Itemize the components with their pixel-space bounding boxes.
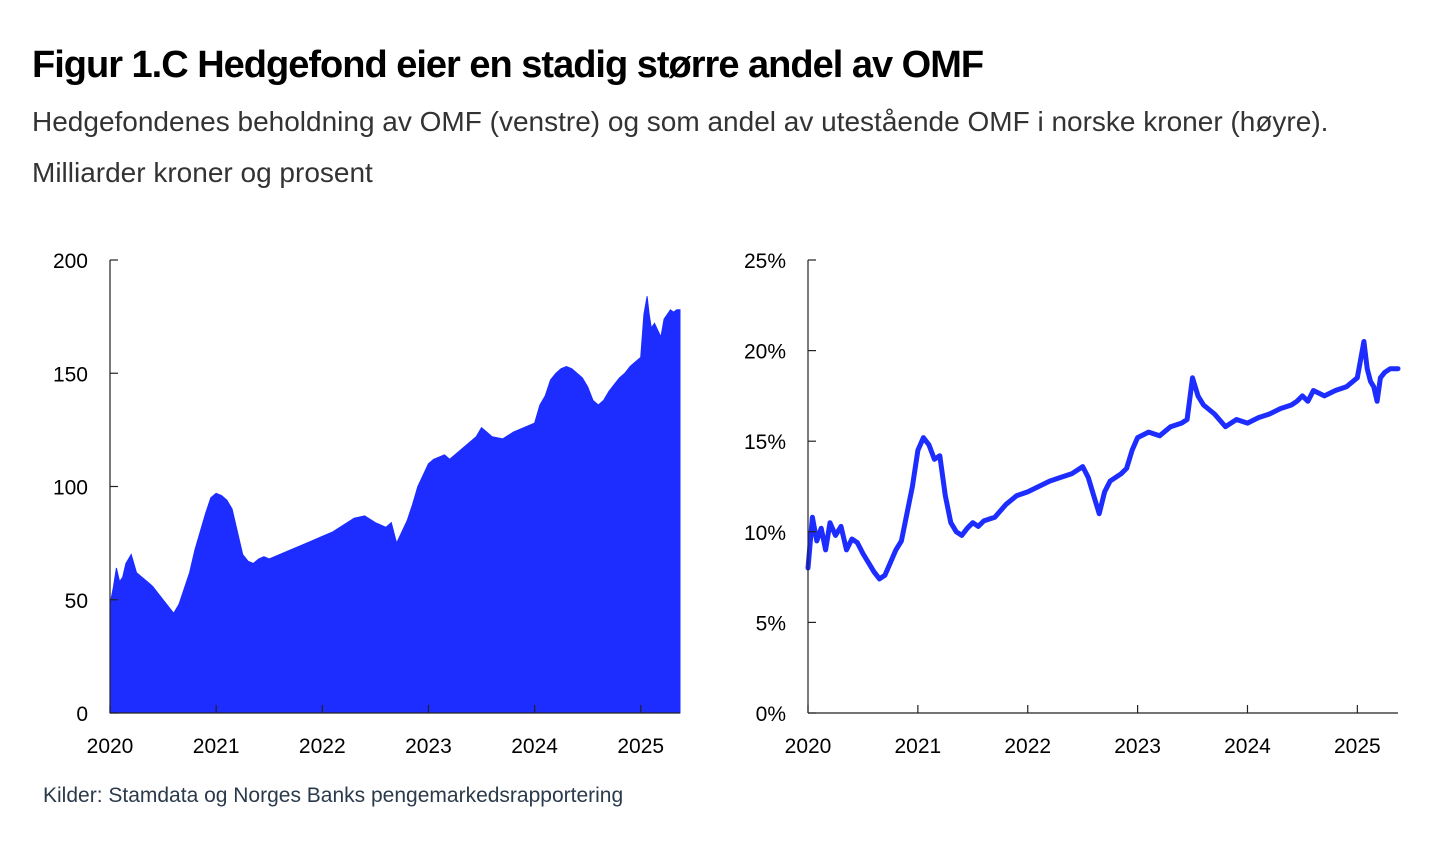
x-tick-label: 2021 [895,735,942,758]
x-tick-label: 2023 [405,735,452,758]
y-tick-label: 15% [744,431,786,454]
x-tick-label: 2022 [299,735,346,758]
chart-subtitle: Hedgefondenes beholdning av OMF (venstre… [32,106,1329,188]
x-tick-label: 2020 [87,735,134,758]
y-tick-label: 100 [53,477,88,500]
x-tick-label: 2021 [193,735,240,758]
x-tick-label: 2022 [1004,735,1051,758]
y-tick-label: 25% [744,250,786,273]
x-tick-label: 2023 [1114,735,1161,758]
x-tick-label: 2020 [785,735,832,758]
x-tick-label: 2025 [617,735,664,758]
holdings-area-series [109,296,681,714]
y-tick-label: 200 [53,250,88,273]
y-tick-label: 10% [744,522,786,545]
y-tick-label: 0% [756,703,786,726]
y-tick-label: 50 [65,590,88,613]
y-tick-label: 5% [756,612,786,635]
x-tick-label: 2024 [511,735,558,758]
x-tick-label: 2025 [1334,735,1381,758]
source-note: Kilder: Stamdata og Norges Banks pengema… [43,784,624,807]
share-line-series [805,339,1401,582]
y-tick-label: 0 [76,703,88,726]
y-tick-label: 150 [53,363,88,386]
y-tick-label: 20% [744,341,786,364]
x-tick-label: 2024 [1224,735,1271,758]
chart-title: Figur 1.C Hedgefond eier en stadig størr… [32,44,984,86]
